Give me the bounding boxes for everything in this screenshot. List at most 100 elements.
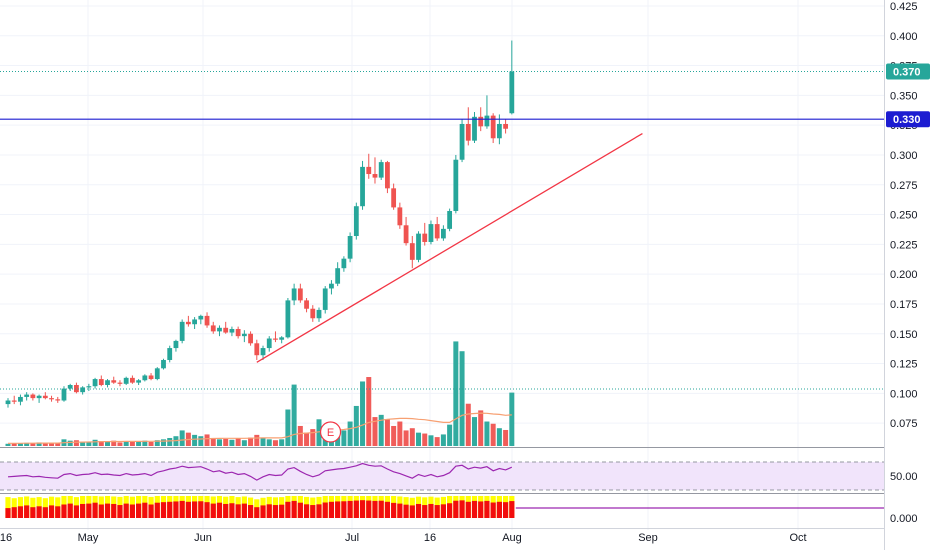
volume-bar	[310, 429, 316, 446]
volume-bar	[422, 433, 428, 446]
grid-lines	[0, 0, 884, 530]
candle-body	[111, 380, 117, 383]
oscillator-red-bar	[328, 501, 335, 518]
oscillator-red-bar	[160, 502, 167, 518]
candle-body	[366, 166, 372, 175]
oscillator-red-bar	[503, 502, 509, 518]
volume-bar	[447, 424, 453, 446]
candle-body	[322, 288, 328, 310]
volume-bar	[73, 440, 79, 446]
candle-body	[235, 328, 241, 337]
volume-bar	[478, 410, 484, 446]
oscillator-red-bar	[447, 503, 453, 518]
oscillator-tick-label: 0.000	[890, 513, 918, 525]
volume-bar	[397, 421, 403, 446]
candle-body	[61, 388, 67, 401]
candles	[5, 40, 515, 408]
oscillator-red-bar	[42, 507, 48, 518]
candle-body	[105, 380, 110, 386]
volume-bar	[366, 377, 372, 446]
candle-body	[74, 385, 79, 393]
oscillator-red-bar	[484, 500, 490, 518]
oscillator-red-bar	[92, 502, 98, 518]
volume-bar	[347, 421, 353, 446]
volume-bar	[24, 442, 30, 446]
candle-body	[291, 288, 297, 301]
candle-body	[385, 162, 390, 189]
candle-body	[403, 225, 409, 244]
candle-body	[465, 123, 471, 141]
candle-body	[130, 377, 135, 383]
oscillator-red-bar	[272, 505, 279, 518]
oscillator-red-bar	[148, 504, 154, 518]
candle-body	[503, 123, 508, 129]
oscillator-red-bar	[5, 508, 11, 518]
candle-body	[80, 387, 86, 393]
earnings-marker: E	[319, 421, 342, 443]
volume-bar	[198, 436, 204, 446]
volume-bar	[341, 430, 347, 446]
volume-bar	[434, 437, 440, 446]
oscillator-red-bar	[104, 503, 111, 518]
price-tick-label: 0.425	[890, 1, 918, 13]
oscillator-red-bar	[453, 500, 459, 518]
volume-bar	[391, 425, 397, 446]
last-price-label-text: 0.370	[893, 67, 921, 79]
oscillator-red-bar	[384, 501, 391, 518]
volume-ma-line	[8, 412, 512, 444]
volume-bar	[291, 384, 297, 446]
price-axis[interactable]: 0.075 0.100 0.125 0.150 0.175 0.200 0.225 0.250…	[884, 0, 918, 550]
oscillator-red-bar	[229, 503, 235, 518]
volume-bar	[272, 440, 278, 446]
oscillator-red-bar	[378, 500, 384, 518]
oscillator-red-bar	[129, 504, 135, 518]
level-price-label-text: 0.330	[893, 114, 921, 126]
volume-bar	[17, 443, 23, 446]
candle-body	[173, 340, 179, 349]
volume-bar	[304, 432, 310, 446]
volume-bar	[92, 439, 98, 446]
candle-body	[447, 210, 453, 229]
candle-body	[260, 348, 266, 356]
volume-bars	[5, 341, 515, 446]
volume-bar	[484, 421, 490, 446]
volume-bar	[161, 439, 166, 446]
candle-body	[98, 379, 104, 386]
volume-bar	[55, 443, 61, 446]
time-tick-label: Oct	[789, 532, 806, 544]
oscillator-red-bar	[24, 505, 30, 518]
oscillator-red-bar	[235, 504, 241, 518]
volume-bar	[409, 428, 415, 446]
volume-bar	[36, 442, 42, 446]
volume-bar	[86, 441, 92, 446]
oscillator-red-bar	[223, 503, 229, 518]
price-tick-label: 0.125	[890, 359, 918, 371]
oscillator-red-bar	[440, 504, 446, 518]
candle-body	[347, 236, 353, 259]
oscillator-red-bar	[335, 501, 341, 518]
oscillator-red-bar	[167, 501, 173, 518]
oscillator-red-bar	[86, 503, 92, 518]
volume-bar	[5, 443, 11, 446]
volume-bar	[360, 381, 366, 446]
oscillator-red-bar	[434, 505, 440, 518]
candle-body	[335, 268, 341, 284]
candle-body	[36, 395, 42, 399]
candle-body	[161, 359, 166, 369]
candle-body	[49, 398, 54, 400]
candle-body	[304, 300, 309, 309]
time-tick-label: Jun	[194, 532, 212, 544]
oscillator-red-bar	[142, 502, 148, 518]
oscillator-red-bar	[471, 500, 478, 518]
volume-bar	[49, 443, 55, 446]
price-tick-label: 0.175	[890, 299, 918, 311]
time-axis[interactable]: 16 May Jun Jul 16 Aug Sep Oct	[0, 532, 807, 544]
volume-bar	[235, 438, 241, 446]
volume-bar	[248, 437, 254, 446]
time-tick-label: Aug	[502, 532, 522, 544]
candle-body	[241, 333, 247, 337]
oscillator-red-bar	[341, 501, 347, 518]
oscillator-red-bar	[509, 501, 515, 518]
